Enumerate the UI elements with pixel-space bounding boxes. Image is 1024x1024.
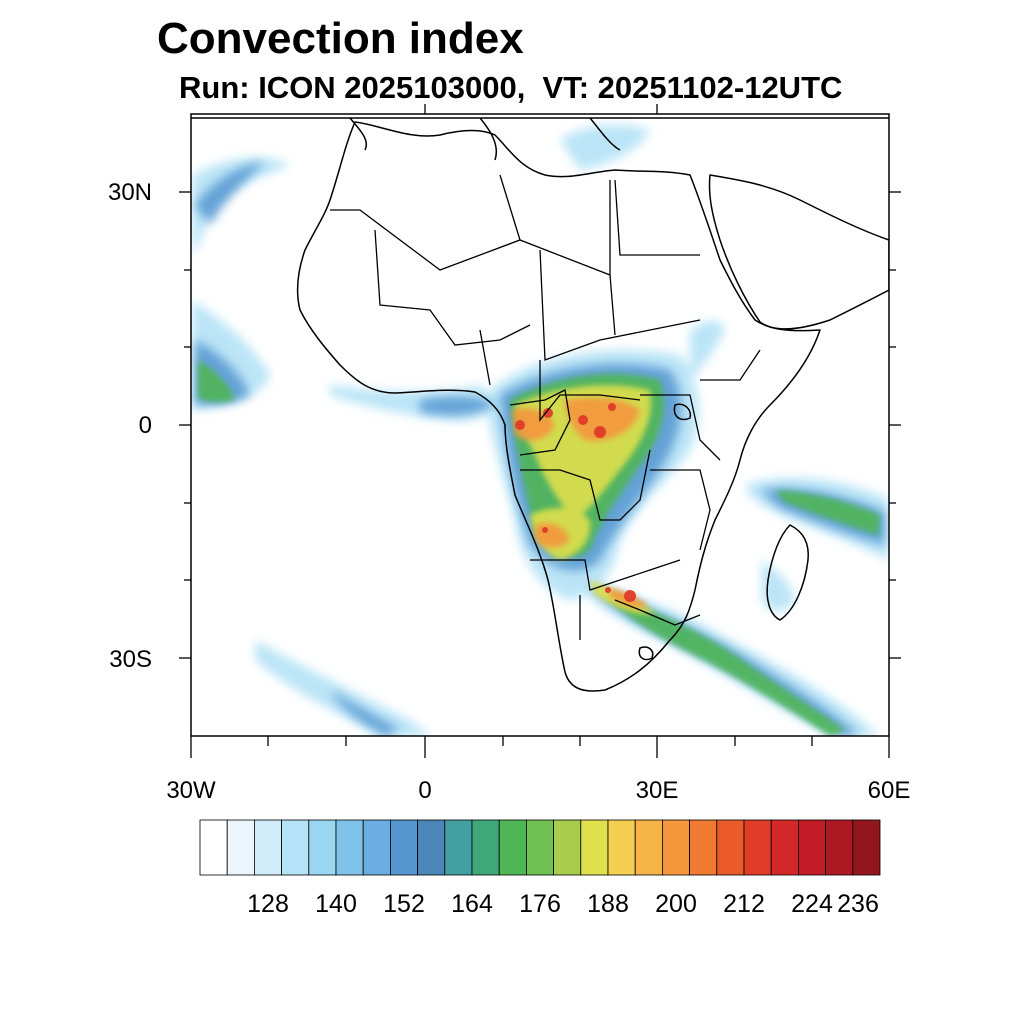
colorbar-label: 176 [519, 890, 561, 918]
convection-green-atlantic-west [198, 360, 235, 403]
map-subtitle: Run: ICON 2025103000, VT: 20251102-12UTC [179, 70, 843, 105]
colorbar-box [798, 819, 827, 876]
colorbar-label: 128 [247, 890, 289, 918]
convection-green-indian-ocean [775, 490, 880, 535]
colorbar-label: 188 [587, 890, 629, 918]
convection-green-southeast [600, 590, 845, 736]
colorbar-box [607, 819, 636, 876]
colorbar-label: 140 [315, 890, 357, 918]
colorbar-label: 224 [791, 890, 833, 918]
colorbar-box [417, 819, 446, 876]
colorbar-box [553, 819, 582, 876]
lake-victoria [673, 403, 692, 421]
colorbar-box [662, 819, 691, 876]
colorbar-box [226, 819, 255, 876]
lat-label-30n: 30N [108, 179, 152, 206]
lon-label-0: 0 [418, 777, 431, 804]
convection-core-guinea [420, 396, 495, 416]
colorbar-labels: 128 140 152 164 176 188 200 212 224 236 [247, 890, 879, 918]
colorbar-label: 236 [837, 890, 879, 918]
colorbar-box [199, 819, 228, 876]
convection-field [191, 117, 889, 736]
colorbar-box [308, 819, 337, 876]
lon-label-30w: 30W [166, 777, 216, 804]
colorbar-box [689, 819, 718, 876]
convection-core-southern-ocean [330, 690, 400, 736]
colorbar-box [335, 819, 364, 876]
convection-core-atlantic-north [195, 162, 265, 225]
colorbar-box [852, 819, 881, 876]
convection-region-east-africa [690, 320, 725, 380]
colorbar-box [580, 819, 609, 876]
lon-label-60e: 60E [868, 777, 911, 804]
colorbar-box [825, 819, 854, 876]
convection-red-spots [515, 403, 636, 602]
colorbar-box [770, 819, 799, 876]
colorbar-box [526, 819, 555, 876]
colorbar-box [253, 819, 282, 876]
map-title: Convection index [157, 14, 524, 63]
convection-region-madagascar [762, 560, 795, 612]
colorbar-box [743, 819, 772, 876]
convection-region-atlantic-north [192, 157, 290, 255]
colorbar-box [634, 819, 663, 876]
colorbar-box [498, 819, 527, 876]
colorbar-box [471, 819, 500, 876]
convection-orange-congo-east [565, 397, 640, 441]
colorbar-label: 152 [383, 890, 425, 918]
axis-ticks [179, 104, 901, 758]
colorbar [199, 819, 881, 876]
madagascar-coastline [766, 524, 809, 621]
colorbar-label: 212 [723, 890, 765, 918]
colorbar-label: 200 [655, 890, 697, 918]
colorbar-box [362, 819, 391, 876]
convection-region-southern-ocean [255, 640, 430, 736]
convection-region-mediterranean [560, 124, 650, 170]
lat-label-0: 0 [139, 412, 152, 439]
colorbar-box [444, 819, 473, 876]
lon-label-30e: 30E [636, 777, 679, 804]
colorbar-box [389, 819, 418, 876]
coastlines [191, 117, 889, 692]
colorbar-label: 164 [451, 890, 493, 918]
africa-coastline [296, 121, 821, 692]
lesotho-outline [638, 646, 654, 661]
arabia-coastline [708, 174, 889, 330]
colorbar-box [716, 819, 745, 876]
europe-coastline [191, 117, 889, 161]
colorbar-box [281, 819, 310, 876]
country-borders [330, 174, 761, 640]
lat-label-30s: 30S [109, 646, 152, 673]
